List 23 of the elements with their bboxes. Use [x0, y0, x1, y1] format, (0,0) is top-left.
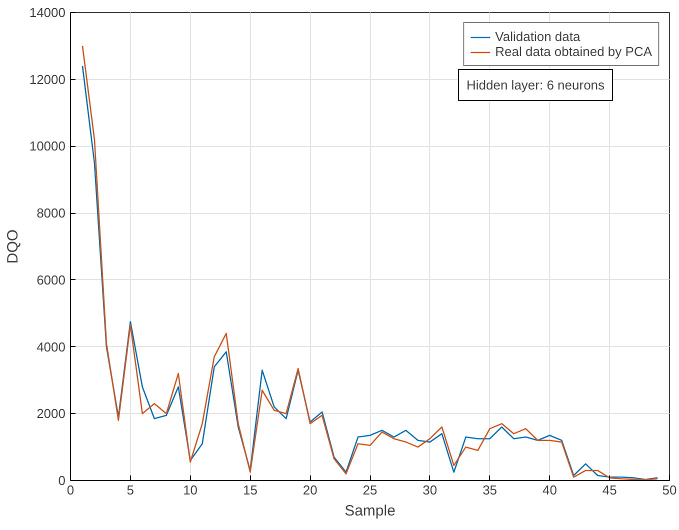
legend-label: Validation data — [495, 29, 580, 44]
x-tick-label: 10 — [183, 482, 198, 498]
x-tick-label: 15 — [242, 482, 258, 498]
annotation: Hidden layer: 6 neurons — [466, 78, 606, 92]
x-tick-label: 5 — [126, 482, 134, 498]
x-tick-label: 25 — [362, 482, 378, 498]
x-tick-label: 20 — [302, 482, 318, 498]
y-tick-label: 2000 — [36, 406, 66, 422]
x-tick-label: 50 — [662, 482, 677, 498]
x-axis-title: Sample — [344, 502, 396, 520]
x-tick-label: 35 — [482, 482, 498, 498]
y-tick-label: 12000 — [29, 72, 66, 87]
y-tick-label: 8000 — [36, 206, 66, 221]
x-tick-label: 45 — [602, 482, 617, 498]
y-tick-label: 6000 — [36, 272, 66, 288]
y-tick-label: 0 — [58, 473, 66, 488]
y-tick-label: 4000 — [36, 339, 66, 354]
x-tick-label: 30 — [422, 482, 438, 498]
y-tick-label: 10000 — [29, 138, 66, 154]
legend-label: Real data obtained by PCA — [495, 44, 652, 59]
y-axis-title: DQO — [4, 229, 22, 264]
x-tick-label: 40 — [542, 482, 557, 498]
y-tick-label: 14000 — [29, 5, 66, 20]
